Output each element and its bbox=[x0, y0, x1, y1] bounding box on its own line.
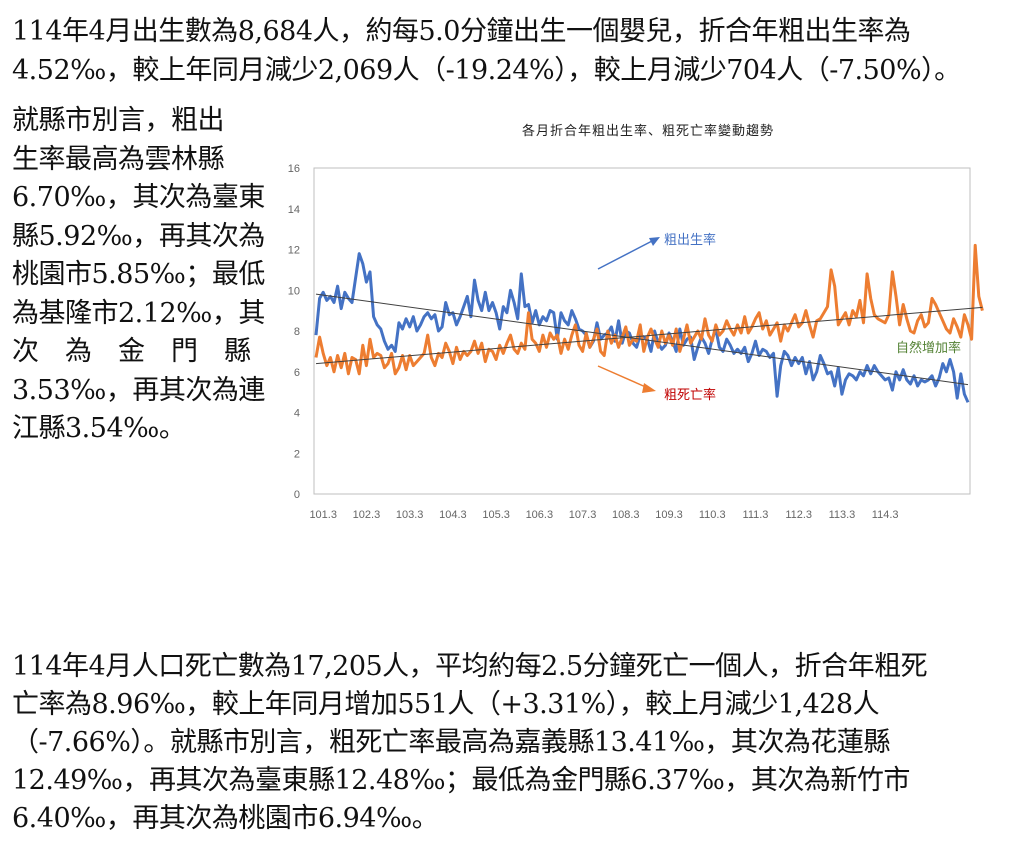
x-tick-label: 114.3 bbox=[872, 509, 899, 521]
y-tick-label: 14 bbox=[288, 204, 300, 216]
birth-trend-line bbox=[315, 293, 969, 386]
county-text-line: 為基隆市2.12‰，其 bbox=[12, 297, 265, 329]
x-tick-label: 108.3 bbox=[612, 509, 640, 521]
x-tick-label: 106.3 bbox=[526, 509, 554, 521]
death-paragraph-line: 114年4月人口死亡數為17,205人，平均約每2.5分鐘死亡一個人，折合年粗死 bbox=[12, 651, 928, 682]
death-pointer-arrowhead bbox=[642, 383, 656, 393]
y-tick-label: 4 bbox=[294, 408, 300, 420]
x-tick-label: 101.3 bbox=[309, 509, 337, 521]
x-tick-label: 102.3 bbox=[353, 509, 381, 521]
county-text-line: 生率最高為雲林縣 bbox=[12, 143, 225, 175]
death-paragraph-line: 12.49‰，再其次為臺東縣12.48‰；最低為金門縣6.37‰，其次為新竹市 bbox=[12, 765, 910, 796]
death-paragraph-line: 6.40‰，再其次為桃園市6.94‰。 bbox=[12, 803, 439, 834]
death-rate-label: 粗死亡率 bbox=[664, 387, 716, 403]
death-rate-line bbox=[314, 243, 984, 376]
x-tick-label: 105.3 bbox=[482, 509, 510, 521]
county-text-line: 縣5.92‰，再其次為 bbox=[12, 220, 265, 252]
x-tick-label: 107.3 bbox=[569, 509, 597, 521]
y-tick-label: 6 bbox=[294, 367, 300, 379]
x-tick-label: 113.3 bbox=[829, 509, 856, 521]
y-tick-label: 10 bbox=[288, 285, 300, 297]
county-text-line: 次 為 金 門 縣 bbox=[12, 336, 251, 367]
county-birth-rate-text: 就縣市別言，粗出 生率最高為雲林縣 6.70‰，其次為臺東 縣5.92‰，再其次… bbox=[12, 102, 265, 449]
x-tick-label: 103.3 bbox=[396, 509, 424, 521]
county-text-line: 就縣市別言，粗出 bbox=[12, 105, 225, 136]
x-tick-label: 109.3 bbox=[655, 509, 683, 521]
chart-canvas: 各月折合年粗出生率、粗死亡率變動趨勢 0 2 4 6 8 10 12 14 16 101.3 102… bbox=[288, 123, 984, 521]
y-tick-label: 12 bbox=[288, 245, 300, 257]
birth-pointer-arrowhead bbox=[649, 237, 660, 246]
county-text-line: 6.70‰，其次為臺東 bbox=[12, 182, 265, 213]
county-text-line: 3.53‰，再其次為連 bbox=[12, 374, 265, 406]
chart-title: 各月折合年粗出生率、粗死亡率變動趨勢 bbox=[522, 123, 774, 139]
death-pointer-arrow bbox=[597, 365, 649, 389]
x-tick-label: 112.3 bbox=[785, 509, 812, 521]
death-paragraph-line: 亡率為8.96‰，較上年同月增加551人（+3.31%），較上月減少1,428人 bbox=[12, 689, 880, 720]
county-text-line: 桃園市5.85‰；最低 bbox=[12, 259, 265, 290]
y-tick-label: 16 bbox=[288, 163, 300, 175]
y-tick-label: 2 bbox=[294, 448, 300, 460]
x-tick-label: 111.3 bbox=[743, 509, 769, 521]
birth-paragraph-line: 4.52‰，較上年同月減少2,069人（-19.24%），較上月減少704人（-… bbox=[12, 55, 961, 86]
natural-increase-label: 自然增加率 bbox=[896, 340, 961, 356]
birth-paragraph: 114年4月出生數為8,684人，約每5.0分鐘出生一個嬰兒，折合年粗出生率為 … bbox=[12, 12, 1016, 90]
death-paragraph-line: （-7.66%）。就縣市別言，粗死亡率最高為嘉義縣13.41‰，其次為花蓮縣 bbox=[12, 727, 890, 758]
y-tick-label: 8 bbox=[294, 326, 300, 338]
death-paragraph: 114年4月人口死亡數為17,205人，平均約每2.5分鐘死亡一個人，折合年粗死… bbox=[12, 648, 1016, 838]
x-tick-label: 104.3 bbox=[439, 509, 467, 521]
birth-pointer-arrow bbox=[597, 239, 655, 270]
birth-rate-label: 粗出生率 bbox=[664, 232, 716, 248]
death-trend-line bbox=[315, 306, 983, 365]
y-tick-label: 0 bbox=[294, 489, 300, 501]
x-tick-label: 110.3 bbox=[699, 509, 726, 521]
county-text-line: 江縣3.54‰。 bbox=[12, 413, 186, 444]
rate-trend-chart: 各月折合年粗出生率、粗死亡率變動趨勢 0 2 4 6 8 10 12 14 16 101.3 102… bbox=[268, 102, 988, 532]
birth-paragraph-line: 114年4月出生數為8,684人，約每5.0分鐘出生一個嬰兒，折合年粗出生率為 bbox=[12, 16, 911, 47]
